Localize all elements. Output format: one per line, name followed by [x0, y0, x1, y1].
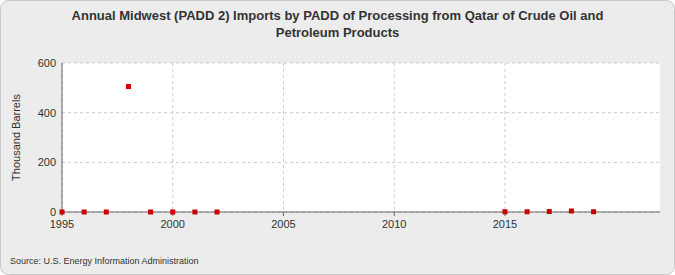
- point: [126, 84, 131, 89]
- point: [192, 210, 197, 215]
- y-tick-label: 200: [38, 156, 56, 168]
- points: [60, 84, 597, 214]
- grid-line: [62, 162, 660, 163]
- x-tick-label: 1995: [50, 218, 74, 230]
- x-tick: [283, 212, 284, 216]
- x-tick-label: 2015: [493, 218, 517, 230]
- point: [547, 209, 552, 214]
- title-line: Annual Midwest (PADD 2) Imports by PADD …: [72, 8, 604, 23]
- title-line: Petroleum Products: [276, 25, 400, 40]
- y-axis-label: Thousand Barrels: [10, 94, 22, 181]
- x-tick-label: 2005: [271, 218, 295, 230]
- x-tick-label: 2000: [160, 218, 184, 230]
- grid-line: [283, 63, 284, 212]
- grid-line: [62, 63, 660, 64]
- source: Source: U.S. Energy Information Administ…: [10, 256, 199, 266]
- x-tick-label: 2010: [382, 218, 406, 230]
- y-tick-label: 0: [50, 206, 56, 218]
- grid-line: [172, 63, 173, 212]
- point: [215, 210, 220, 215]
- grid-line: [394, 63, 395, 212]
- grid-line: [504, 63, 505, 212]
- chart: Annual Midwest (PADD 2) Imports by PADD …: [0, 0, 675, 275]
- grid-line: [62, 112, 660, 113]
- point: [148, 210, 153, 215]
- y-tick-label: 400: [38, 107, 56, 119]
- point: [60, 210, 65, 215]
- point: [502, 209, 507, 214]
- title: Annual Midwest (PADD 2) Imports by PADD …: [72, 8, 604, 40]
- y-tick-label: 600: [38, 57, 56, 69]
- point: [170, 210, 175, 215]
- point: [569, 209, 574, 214]
- plot-area: [62, 63, 660, 212]
- x-tick: [394, 212, 395, 216]
- grid-line: [62, 63, 63, 212]
- point: [82, 210, 87, 215]
- point: [591, 209, 596, 214]
- y-axis: [62, 63, 63, 212]
- point: [525, 209, 530, 214]
- background: [1, 1, 675, 275]
- point: [104, 210, 109, 215]
